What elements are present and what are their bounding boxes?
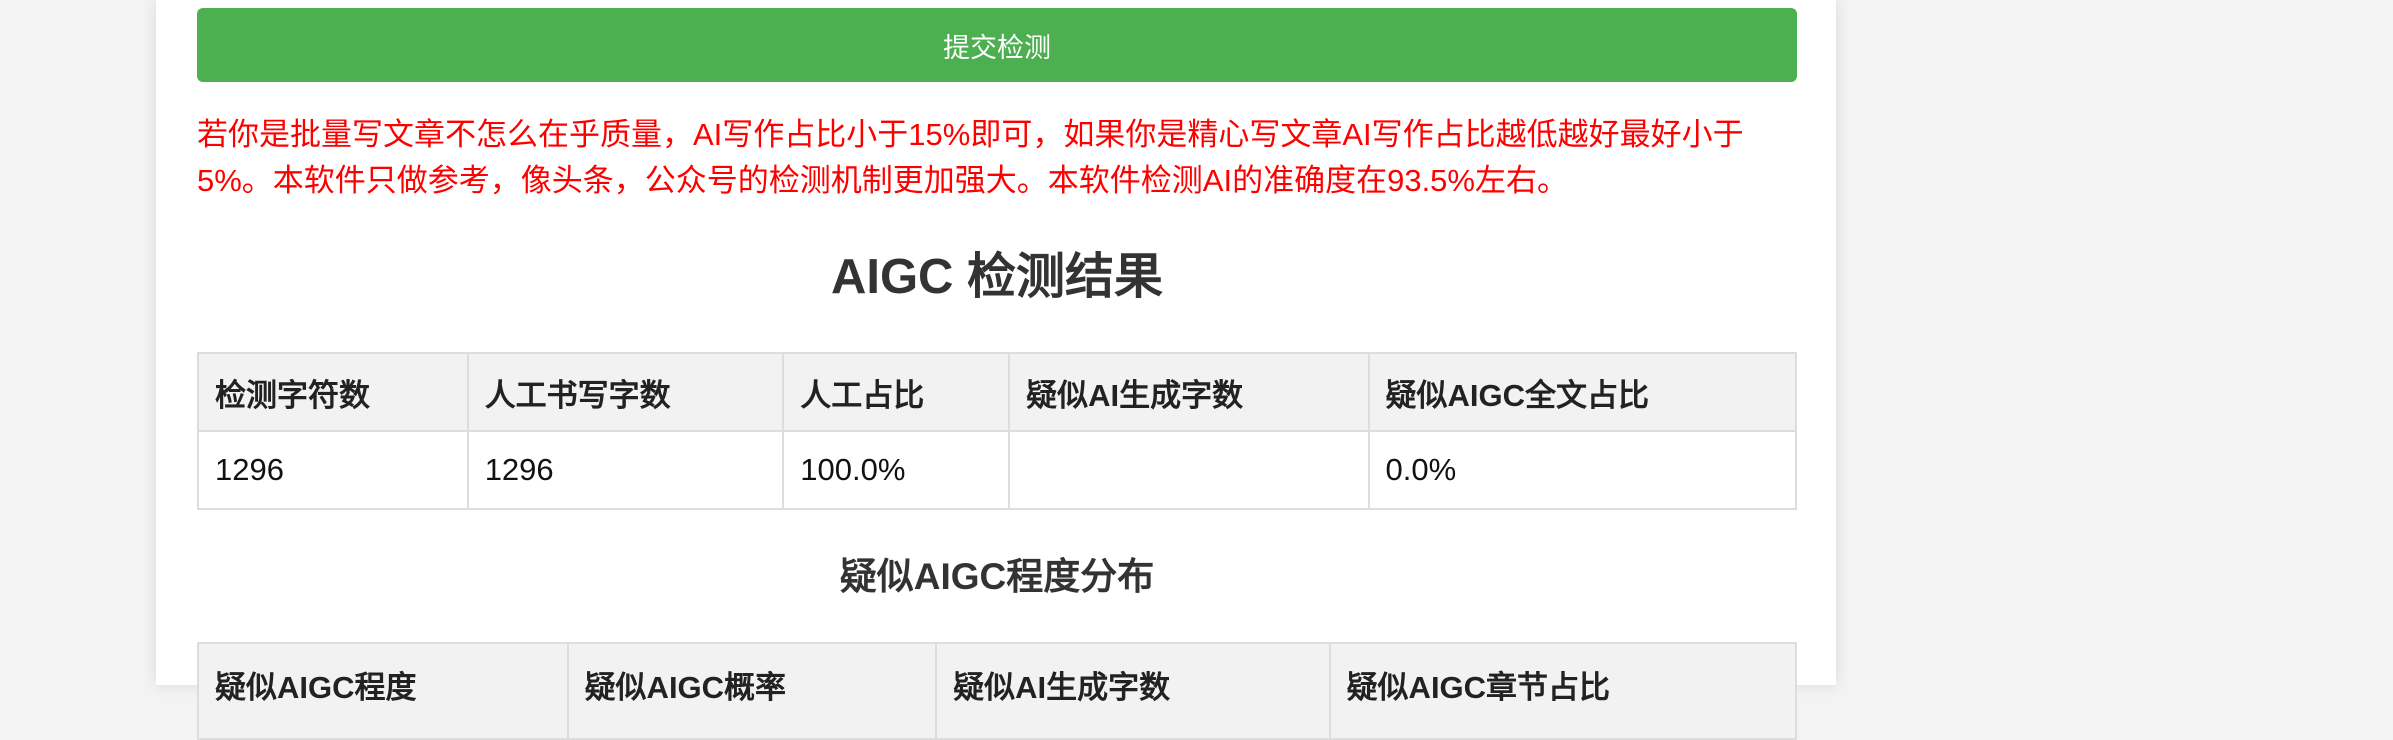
submit-detection-button[interactable]: 提交检测 <box>197 8 1797 82</box>
main-card: 提交检测 若你是批量写文章不怎么在乎质量，AI写作占比小于15%即可，如果你是精… <box>156 0 1836 740</box>
cell-human-ratio: 100.0% <box>782 430 1011 510</box>
header-aigc-ratio: 疑似AIGC全文占比 <box>1367 352 1798 432</box>
usage-notice: 若你是批量写文章不怎么在乎质量，AI写作占比小于15%即可，如果你是精心写文章A… <box>197 117 1744 198</box>
cell-ai-chars <box>1008 430 1370 510</box>
header-aigc-section-ratio: 疑似AIGC章节占比 <box>1328 642 1798 740</box>
header-human-chars: 人工书写字数 <box>466 352 785 432</box>
result-table: 检测字符数 人工书写字数 人工占比 疑似AI生成字数 疑似AIGC全文占比 12… <box>197 352 1798 510</box>
result-header-row: 检测字符数 人工书写字数 人工占比 疑似AI生成字数 疑似AIGC全文占比 <box>197 352 1798 432</box>
cell-char-count: 1296 <box>197 430 469 510</box>
cell-aigc-ratio: 0.0% <box>1367 430 1798 510</box>
header-aigc-level: 疑似AIGC程度 <box>197 642 569 740</box>
distribution-table: 疑似AIGC程度 疑似AIGC概率 疑似AI生成字数 疑似AIGC章节占比 <box>197 642 1798 740</box>
distribution-title: 疑似AIGC程度分布 <box>839 556 1155 597</box>
distribution-header-row: 疑似AIGC程度 疑似AIGC概率 疑似AI生成字数 疑似AIGC章节占比 <box>197 642 1798 740</box>
header-char-count: 检测字符数 <box>197 352 469 432</box>
header-aigc-probability: 疑似AIGC概率 <box>566 642 938 740</box>
cell-human-chars: 1296 <box>466 430 785 510</box>
header-human-ratio: 人工占比 <box>782 352 1011 432</box>
result-title: AIGC 检测结果 <box>830 250 1164 304</box>
table-row: 1296 1296 100.0% 0.0% <box>197 430 1798 510</box>
header-ai-chars: 疑似AI生成字数 <box>1008 352 1370 432</box>
header-ai-generated-chars: 疑似AI生成字数 <box>935 642 1331 740</box>
